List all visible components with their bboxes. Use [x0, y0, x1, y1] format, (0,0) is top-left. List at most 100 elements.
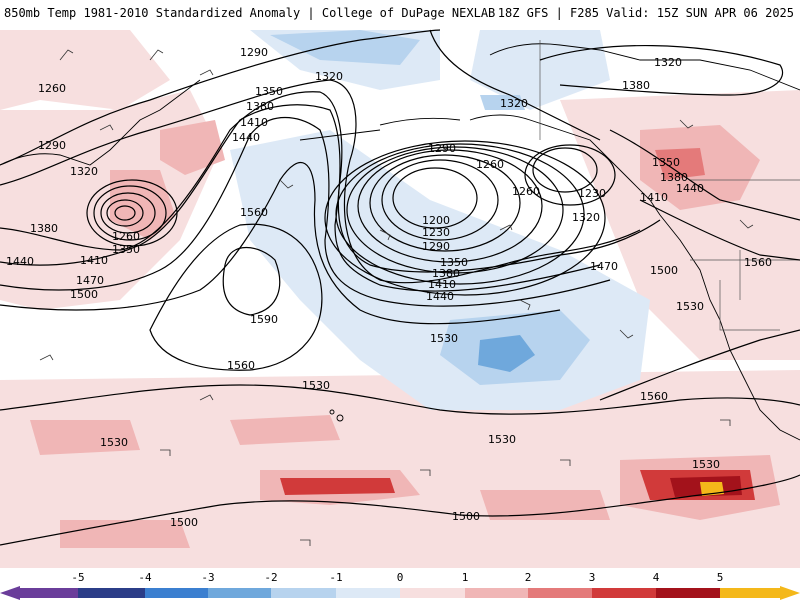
wind-barb: [679, 119, 694, 129]
contour-labels: 1290 1320 1260 1350 1380 1410 1440 1290 …: [6, 46, 772, 529]
contour-label: 1380: [432, 267, 460, 280]
product-title: 850mb Temp 1981-2010 Standardized Anomal…: [4, 6, 496, 20]
contour-label: 1500: [650, 264, 678, 277]
colorbar-swatch: [271, 588, 336, 598]
coastline-alaska-north: [489, 43, 800, 91]
contour-label: 1440: [6, 255, 34, 268]
contour-label: 1260: [38, 82, 66, 95]
wind-barb: [59, 49, 74, 61]
colorbar-swatch: [0, 586, 20, 600]
colorbar-swatch: [592, 588, 656, 598]
contour-line: [93, 185, 167, 241]
colorbar-swatch: [78, 588, 145, 598]
contour-line: [0, 161, 561, 325]
contour-line: [357, 149, 543, 263]
contour-label: 1230: [578, 187, 606, 200]
contour-label: 1290: [428, 142, 456, 155]
wind-barb: [160, 449, 171, 456]
wind-barb: [199, 69, 214, 76]
contour-label: 1530: [302, 379, 330, 392]
contour-line: [222, 247, 281, 316]
contour-label: 1320: [315, 70, 343, 83]
anom-pos-region: [655, 148, 705, 180]
colorbar-swatch: [145, 588, 208, 598]
colorbar-swatch: [656, 588, 720, 598]
wind-barb: [499, 224, 513, 231]
contour-line: [114, 205, 136, 221]
wind-barb: [99, 124, 114, 131]
anom-pos-region: [60, 520, 190, 548]
contour-label: 1380: [246, 100, 274, 113]
contour-label: 1560: [744, 256, 772, 269]
temperature-anomaly-shading: [0, 30, 800, 568]
contour-line: [539, 45, 784, 96]
colorbar-label: -2: [264, 571, 278, 584]
colorbar-swatch: [780, 586, 800, 600]
wind-barbs: [39, 49, 754, 546]
colorbar-label: -4: [138, 571, 152, 584]
contour-label: 1320: [500, 97, 528, 110]
contour-label: 1530: [676, 300, 704, 313]
contour-line: [381, 159, 499, 241]
wind-barb: [199, 394, 214, 401]
contour-label: 1440: [676, 182, 704, 195]
contour-label: 1530: [430, 332, 458, 345]
wind-barb: [149, 49, 164, 61]
contour-line: [0, 384, 800, 415]
contour-label: 1230: [422, 226, 450, 239]
contour-line: [0, 116, 611, 307]
contour-label: 1500: [70, 288, 98, 301]
wind-barb: [300, 539, 311, 546]
contour-line: [346, 146, 564, 274]
colorbar-label: 5: [716, 571, 724, 584]
anom-pos-region: [280, 478, 395, 495]
colorbar-swatch: [20, 588, 78, 598]
colorbar-label: -5: [71, 571, 85, 584]
hawaii-island: [329, 409, 335, 415]
contour-label: 1350: [440, 256, 468, 269]
contour-label: 1380: [622, 79, 650, 92]
contour-label: 1350: [255, 85, 283, 98]
header-bar: 850mb Temp 1981-2010 Standardized Anomal…: [0, 0, 800, 28]
contour-label: 1440: [426, 290, 454, 303]
run-valid-time: 18Z GFS | F285 Valid: 15Z SUN APR 06 202…: [497, 6, 794, 20]
contour-label: 1410: [428, 278, 456, 291]
wind-barb: [560, 459, 571, 466]
contour-line: [392, 167, 478, 229]
wind-barb: [720, 419, 731, 426]
anom-pos-region: [30, 420, 140, 455]
colorbar-label: 2: [524, 571, 532, 584]
contour-label: 1320: [70, 165, 98, 178]
contour-label: 1500: [170, 516, 198, 529]
contour-line: [100, 192, 156, 234]
contour-label: 1320: [572, 211, 600, 224]
wind-barb: [619, 329, 634, 339]
contour-label: 1470: [76, 274, 104, 287]
contour-label: 1500: [452, 510, 480, 523]
contour-label: 1530: [100, 436, 128, 449]
wind-barb: [519, 299, 531, 311]
contour-line: [369, 154, 521, 252]
contour-label: 1260: [512, 185, 540, 198]
contour-line: [524, 144, 616, 206]
contour-line: [0, 29, 441, 166]
anom-pos-region: [160, 120, 225, 175]
wind-barb: [279, 179, 294, 189]
colorbar-swatch: [400, 588, 465, 598]
colorbar-swatch: [528, 588, 592, 598]
coastline-gulf-of-alaska: [469, 114, 661, 216]
anom-neg-region: [480, 95, 525, 110]
contour-label: 1260: [112, 230, 140, 243]
colorbar-label: -1: [329, 571, 343, 584]
contour-label: 1290: [240, 46, 268, 59]
wind-barb: [379, 229, 391, 241]
contour-label: 1410: [240, 116, 268, 129]
colorbar-label: 0: [396, 571, 404, 584]
contour-label: 1530: [692, 458, 720, 471]
anom-neg-region: [478, 335, 535, 372]
contour-line: [149, 223, 323, 371]
colorbar-swatch: [336, 588, 400, 598]
weather-map: 1290 1320 1260 1350 1380 1410 1440 1290 …: [0, 28, 800, 568]
contour-label: 1410: [640, 191, 668, 204]
